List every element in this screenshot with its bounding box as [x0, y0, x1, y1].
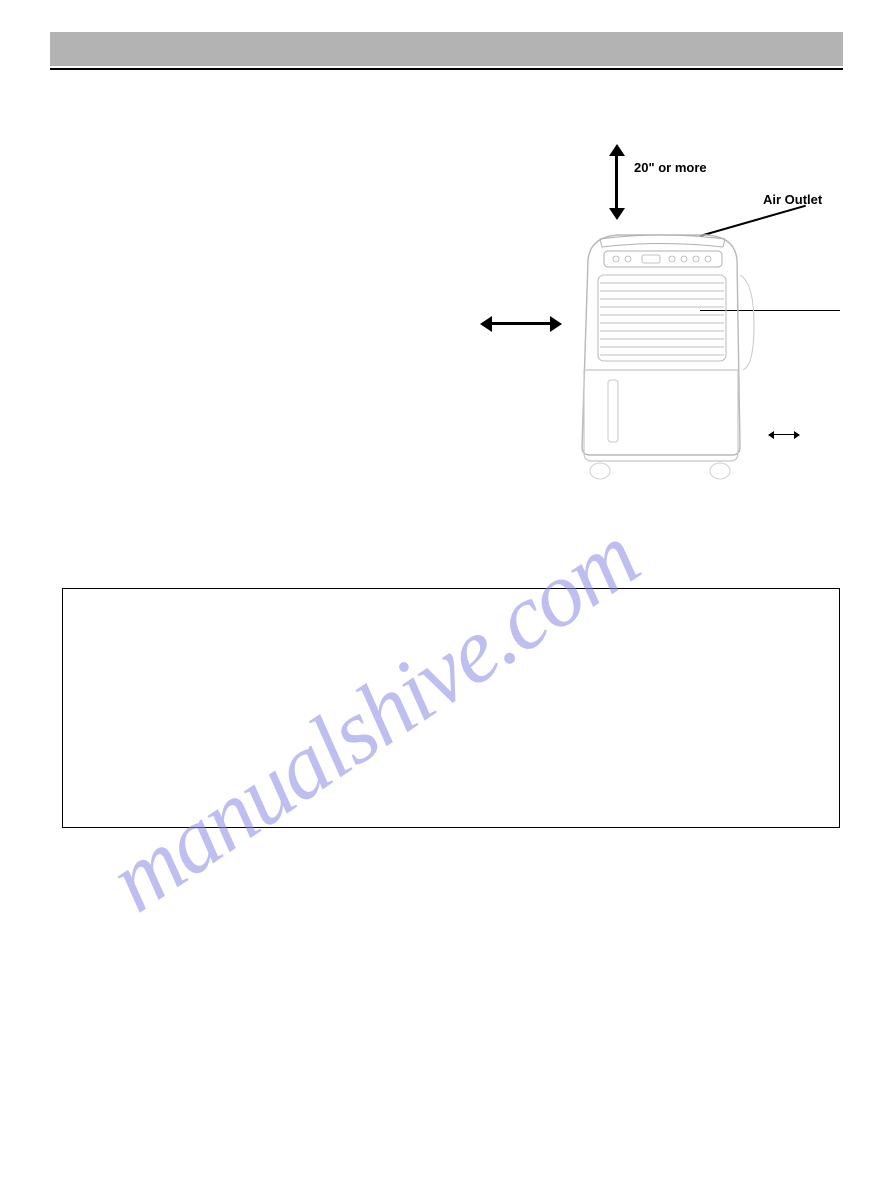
arrow-vertical-shaft — [615, 152, 618, 212]
arrow-vertical-head-down — [609, 208, 625, 220]
header-bar — [50, 32, 843, 66]
arrow-small-head-right — [794, 431, 800, 439]
label-air-outlet: Air Outlet — [763, 192, 822, 207]
arrow-small-shaft — [773, 434, 795, 435]
arrow-vertical-head-up — [609, 144, 625, 156]
arrow-small-head-left — [768, 431, 774, 439]
arrow-horizontal-head-left — [480, 316, 492, 332]
arrow-horizontal-shaft — [490, 322, 552, 325]
header-underline — [50, 68, 843, 70]
note-box — [62, 588, 840, 828]
dehumidifier-illustration — [560, 225, 765, 490]
label-top-clearance: 20" or more — [634, 160, 707, 175]
